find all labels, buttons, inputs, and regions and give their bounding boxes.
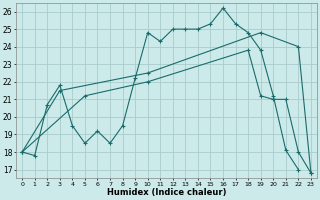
X-axis label: Humidex (Indice chaleur): Humidex (Indice chaleur) — [107, 188, 226, 197]
